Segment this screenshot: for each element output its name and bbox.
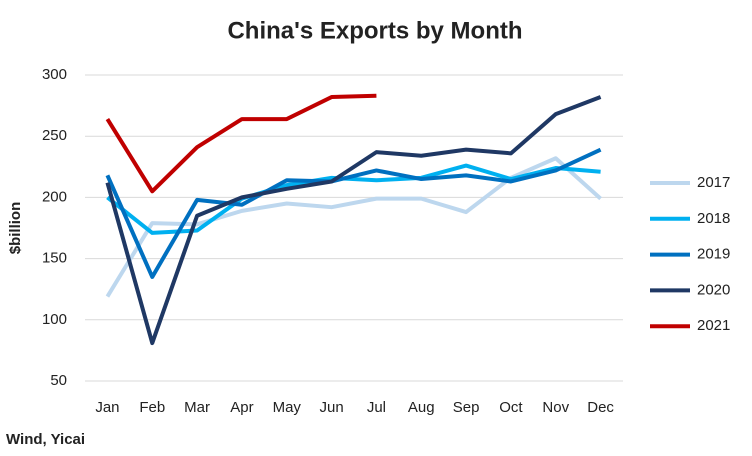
legend-label: 2017 [697, 174, 730, 191]
y-axis-label: $billion [7, 202, 24, 255]
y-tick-label: 100 [42, 311, 67, 328]
x-tick-label: Dec [587, 399, 614, 416]
series-line [105, 147, 602, 279]
y-tick-label: 200 [42, 188, 67, 205]
legend-label: 2021 [697, 317, 730, 334]
y-tick-label: 300 [42, 66, 67, 83]
x-tick-label: Aug [408, 399, 435, 416]
x-tick-label: Jul [367, 399, 386, 416]
x-tick-label: Sep [453, 399, 480, 416]
chart-title: China's Exports by Month [227, 17, 522, 44]
series-line [105, 95, 602, 346]
y-tick-label: 150 [42, 250, 67, 267]
series-line [106, 163, 601, 235]
legend-label: 2018 [697, 210, 730, 227]
y-tick-label: 50 [50, 372, 67, 389]
legend-label: 2020 [697, 281, 730, 298]
x-tick-label: Oct [499, 399, 523, 416]
x-tick-label: Jan [95, 399, 119, 416]
series-line [105, 156, 602, 298]
source: Wind, Yicai [6, 431, 85, 448]
x-tick-label: Nov [542, 399, 569, 416]
y-tick-label: 250 [42, 127, 67, 144]
x-tick-label: Feb [139, 399, 165, 416]
x-tick-label: Mar [184, 399, 210, 416]
series-line [105, 93, 377, 194]
legend-label: 2019 [697, 246, 730, 263]
x-tick-label: Apr [230, 399, 253, 416]
x-tick-label: May [273, 399, 302, 416]
x-tick-label: Jun [319, 399, 343, 416]
